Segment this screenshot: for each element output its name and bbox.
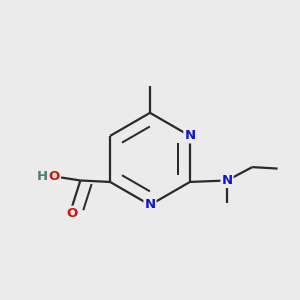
Text: H: H [37, 170, 48, 183]
Text: O: O [66, 207, 78, 220]
Text: N: N [184, 129, 196, 142]
Text: O: O [48, 170, 60, 183]
Text: N: N [144, 199, 156, 212]
Text: N: N [221, 174, 233, 187]
